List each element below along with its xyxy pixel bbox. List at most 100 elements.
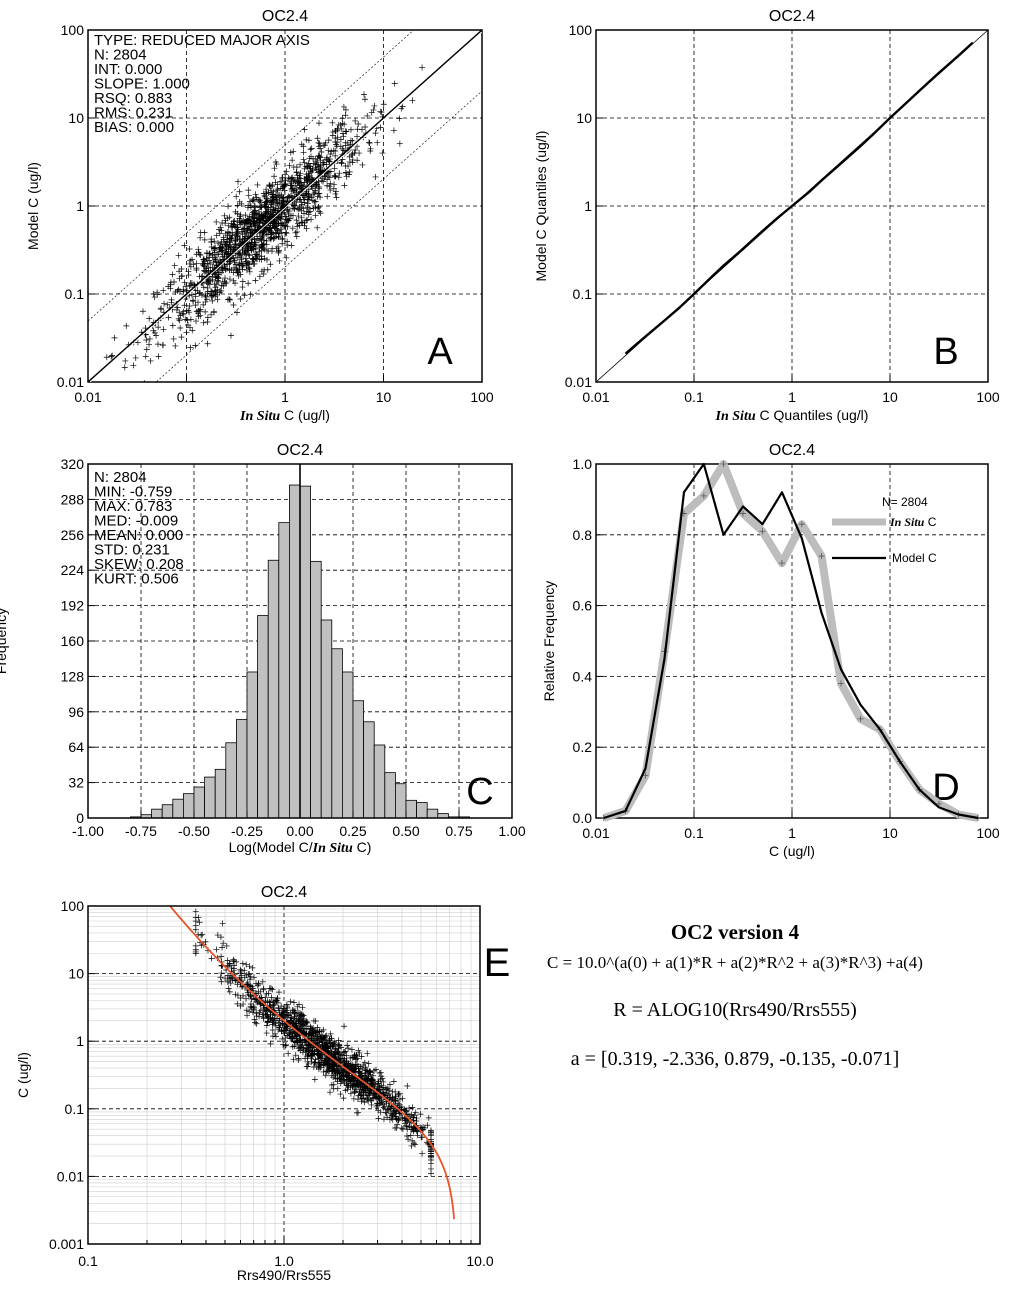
data-point — [211, 256, 218, 263]
data-point — [343, 1062, 350, 1069]
y-tick-label: 288 — [61, 491, 85, 507]
data-point — [260, 190, 267, 197]
x-axis-label: Log(Model C/In Situ C) — [229, 839, 372, 856]
data-point — [345, 1045, 352, 1052]
data-point — [223, 942, 230, 949]
data-point — [326, 156, 333, 163]
data-point — [353, 1051, 360, 1058]
data-point — [276, 197, 283, 204]
data-point — [217, 241, 224, 248]
data-point — [365, 1092, 372, 1099]
data-point — [203, 249, 210, 256]
data-point — [243, 981, 250, 988]
data-point — [196, 251, 203, 258]
data-point — [269, 245, 276, 252]
data-point — [208, 238, 215, 245]
data-point — [222, 220, 229, 227]
data-point — [314, 1024, 321, 1031]
data-point — [336, 1042, 343, 1049]
x-tick-label: 0.1 — [684, 389, 704, 405]
data-point — [252, 996, 258, 1003]
data-point — [143, 380, 145, 382]
data-point — [411, 1112, 418, 1119]
data-point — [212, 244, 219, 251]
data-point — [198, 932, 205, 939]
data-point — [227, 980, 234, 987]
data-point — [267, 236, 274, 243]
data-point — [230, 301, 237, 308]
data-point — [333, 143, 340, 150]
data-point — [263, 247, 270, 254]
data-point — [293, 228, 300, 235]
data-point — [221, 212, 228, 219]
data-point — [334, 127, 341, 134]
data-point — [193, 267, 200, 274]
data-point — [375, 1078, 382, 1085]
data-point — [121, 364, 128, 371]
data-point — [245, 217, 252, 224]
data-point — [314, 1039, 321, 1046]
data-point — [287, 149, 294, 156]
y-tick-label: 256 — [61, 527, 85, 543]
data-point — [299, 1004, 306, 1011]
data-point — [333, 194, 340, 201]
data-point — [264, 1018, 271, 1025]
data-point — [298, 179, 305, 186]
data-point — [192, 922, 199, 929]
data-point — [249, 197, 256, 204]
data-point — [245, 280, 252, 287]
data-point — [150, 290, 157, 297]
data-point — [294, 172, 301, 179]
data-point — [167, 281, 174, 288]
y-tick-label: 0.2 — [573, 739, 593, 755]
data-point — [331, 172, 338, 179]
data-point — [247, 229, 254, 236]
y-tick-label: 0.01 — [57, 374, 84, 390]
data-point — [218, 970, 225, 977]
data-point — [197, 229, 204, 236]
data-point — [244, 1012, 251, 1019]
data-point — [379, 150, 386, 157]
histogram-bar — [405, 799, 418, 819]
data-point — [232, 280, 239, 287]
data-point — [295, 213, 302, 220]
data-point — [315, 139, 322, 146]
histogram-bar — [235, 719, 248, 819]
data-point — [356, 150, 363, 157]
data-point — [268, 994, 275, 1001]
data-point — [263, 230, 270, 237]
data-point — [204, 314, 211, 321]
data-point — [270, 206, 277, 213]
data-point — [256, 198, 263, 205]
data-point — [282, 1034, 289, 1041]
data-point — [329, 1068, 336, 1075]
data-point — [233, 224, 240, 231]
data-point — [216, 230, 223, 237]
data-point — [283, 254, 290, 261]
data-point — [216, 226, 223, 233]
histogram-bar — [310, 560, 322, 819]
data-point — [419, 64, 426, 71]
data-point — [212, 255, 219, 262]
data-point — [389, 1116, 396, 1123]
data-point — [272, 998, 279, 1005]
data-point — [224, 978, 231, 985]
data-point — [304, 200, 311, 207]
data-point — [171, 262, 178, 269]
x-axis-label: C (ug/l) — [769, 843, 815, 859]
histogram-bar — [225, 742, 237, 819]
data-point — [268, 199, 275, 206]
data-point — [291, 205, 298, 212]
data-point — [290, 999, 297, 1006]
data-point — [312, 212, 319, 219]
data-point — [273, 187, 280, 194]
data-point — [332, 190, 339, 197]
equation-line-3: a = [0.319, -2.336, 0.879, -0.135, -0.07… — [570, 1048, 900, 1070]
data-point — [170, 335, 177, 342]
data-point — [205, 264, 212, 271]
data-point — [332, 1051, 339, 1058]
data-point — [239, 231, 246, 238]
data-point — [252, 191, 259, 198]
data-point — [392, 1093, 399, 1100]
x-tick-label: 0.01 — [582, 825, 609, 841]
